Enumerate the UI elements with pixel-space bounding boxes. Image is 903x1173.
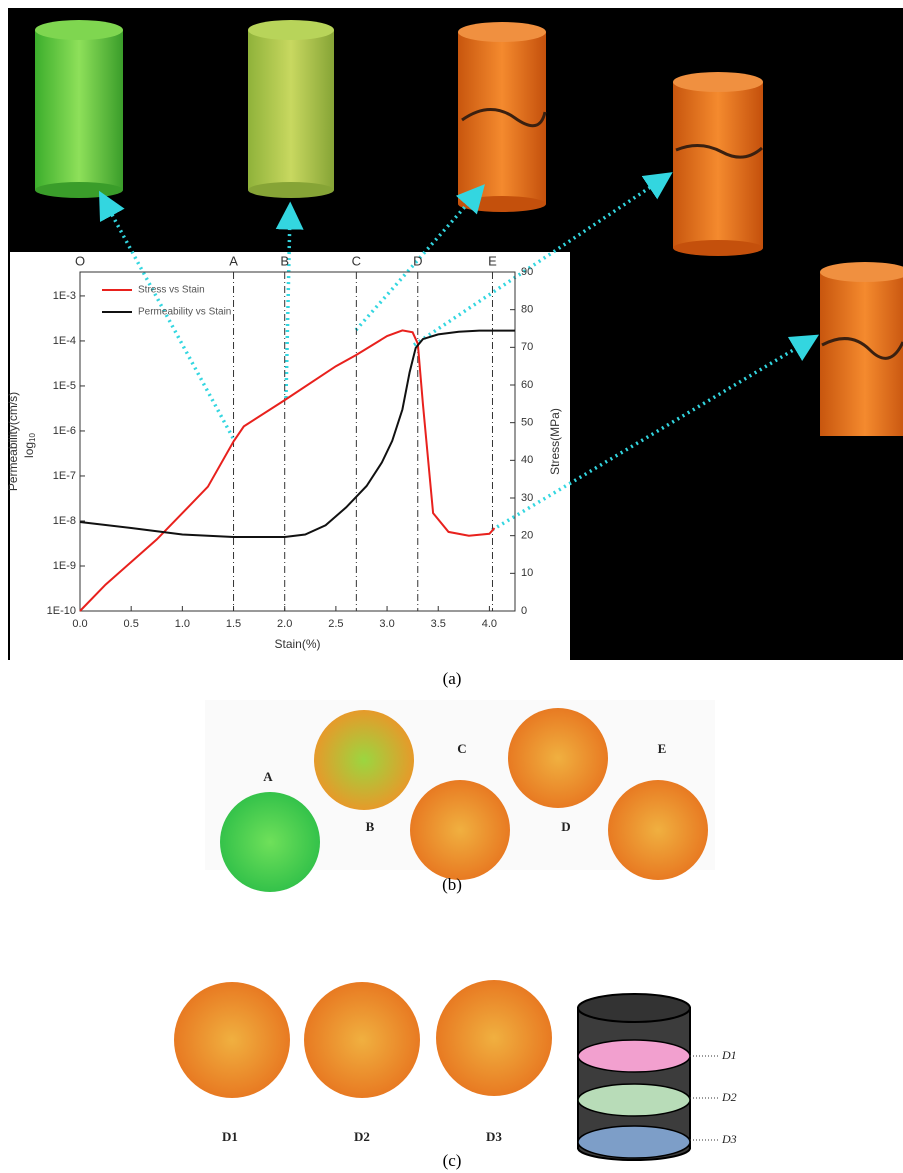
section-image [608, 780, 708, 880]
y-axis-title-part: 10 [28, 432, 37, 441]
stage-label: B [280, 253, 289, 268]
legend-label: Stress vs Stain [138, 285, 205, 296]
layer-label: D3 [721, 1132, 737, 1146]
panel-b: A B C D E [205, 700, 715, 892]
y-tick-label: 1E-4 [53, 335, 76, 347]
y2-tick-label: 80 [521, 304, 533, 316]
y2-tick-label: 10 [521, 567, 533, 579]
section-image [220, 792, 320, 892]
section-label: A [263, 769, 273, 784]
y-tick-label: 1E-10 [47, 605, 76, 617]
figure: 0.0 0.5 1.0 1.5 2.0 2.5 3.0 3.5 4.0 1E-10 1E-9 1E-8… [0, 0, 903, 1173]
x-axis-title: Stain(%) [274, 637, 320, 651]
stage-label: C [352, 253, 361, 268]
layer-label: D2 [721, 1090, 737, 1104]
caption: (a) [443, 669, 462, 688]
y-tick-label: 1E-3 [53, 290, 76, 302]
legend-label: Permeability vs Stain [138, 307, 231, 318]
x-tick-label: 3.5 [431, 618, 446, 630]
section-label: D3 [486, 1129, 502, 1144]
section-label: D1 [222, 1129, 238, 1144]
caption: (b) [442, 875, 462, 894]
x-tick-label: 1.5 [226, 618, 241, 630]
section-image [436, 980, 552, 1096]
y2-tick-label: 20 [521, 530, 533, 542]
x-tick-label: 0.5 [124, 618, 139, 630]
section-label: D [561, 819, 570, 834]
panel-c: D1 D2 D3 D1 D2 D3 [174, 980, 737, 1160]
y-tick-label: 1E-8 [53, 515, 76, 527]
y-tick-label: 1E-7 [53, 470, 76, 482]
stage-label: D [413, 253, 422, 268]
layer-label: D1 [721, 1048, 737, 1062]
section-label: B [366, 819, 375, 834]
section-label: E [658, 741, 667, 756]
y-tick-label: 1E-6 [53, 425, 76, 437]
section-image [508, 708, 608, 808]
section-image [304, 982, 420, 1098]
section-label: C [457, 741, 466, 756]
stage-label: E [488, 253, 497, 268]
y-axis-title-part: Permeability(cm/s) [6, 392, 20, 491]
y2-tick-label: 60 [521, 379, 533, 391]
y2-tick-label: 90 [521, 266, 533, 278]
section-label: D2 [354, 1129, 370, 1144]
stage-label: O [75, 253, 85, 268]
section-image [174, 982, 290, 1098]
y2-tick-label: 30 [521, 492, 533, 504]
section-image [314, 710, 414, 810]
x-tick-label: 4.0 [482, 618, 497, 630]
y-axis-title-part: log [22, 442, 36, 458]
y-tick-label: 1E-9 [53, 560, 76, 572]
stage-label: A [229, 253, 238, 268]
caption: (c) [443, 1151, 462, 1170]
y2-tick-label: 70 [521, 341, 533, 353]
x-tick-label: 0.0 [72, 618, 87, 630]
chart-background [10, 252, 570, 660]
y2-axis-title: Stress(MPa) [548, 408, 562, 475]
y2-tick-label: 0 [521, 605, 527, 617]
y-tick-label: 1E-5 [53, 380, 76, 392]
cylinder-diagram [578, 994, 720, 1160]
x-tick-label: 1.0 [175, 618, 190, 630]
section-image [410, 780, 510, 880]
x-tick-label: 3.0 [379, 618, 394, 630]
y2-tick-label: 40 [521, 454, 533, 466]
x-tick-label: 2.0 [277, 618, 292, 630]
y2-tick-label: 50 [521, 417, 533, 429]
x-tick-label: 2.5 [328, 618, 343, 630]
